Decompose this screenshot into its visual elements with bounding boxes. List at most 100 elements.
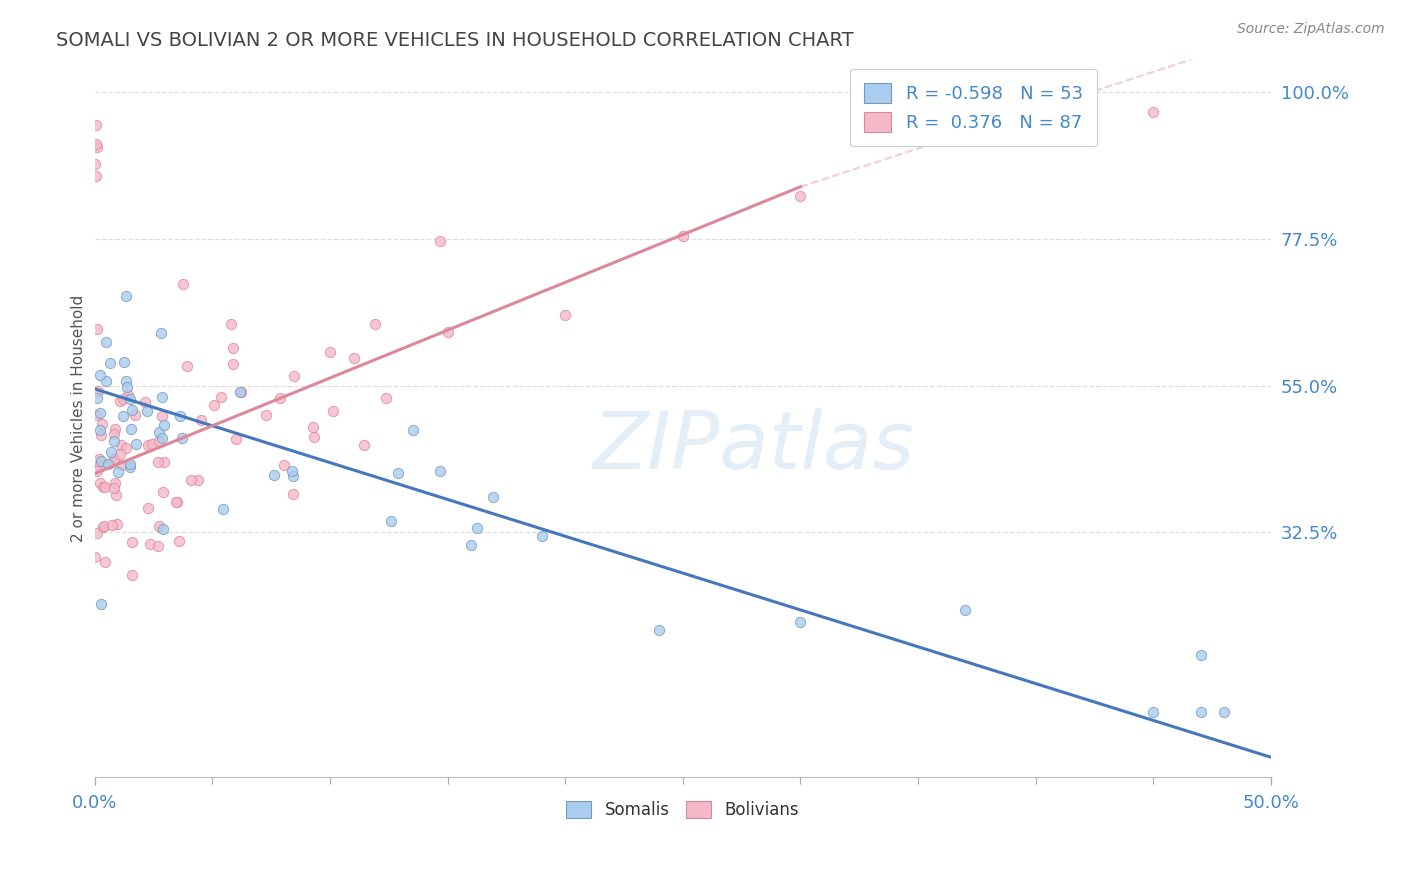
Text: ZIPatlas: ZIPatlas <box>592 408 914 486</box>
Point <box>121 568 143 582</box>
Point <box>112 409 135 423</box>
Point <box>110 447 132 461</box>
Point <box>84 169 107 183</box>
Point <box>86 408 108 422</box>
Point <box>105 488 128 502</box>
Point <box>283 487 305 501</box>
Point <box>1142 705 1164 719</box>
Point <box>364 317 387 331</box>
Point <box>115 380 138 394</box>
Point <box>273 458 295 473</box>
Point <box>115 289 138 303</box>
Point <box>148 434 170 448</box>
Point <box>148 519 170 533</box>
Point <box>153 417 176 432</box>
Point <box>150 431 173 445</box>
Point <box>100 455 122 469</box>
Point <box>146 455 169 469</box>
Point <box>429 464 451 478</box>
Point <box>103 434 125 448</box>
Point <box>101 518 124 533</box>
Point <box>153 455 176 469</box>
Point <box>89 423 111 437</box>
Point <box>150 390 173 404</box>
Point <box>212 502 235 516</box>
Point <box>107 465 129 479</box>
Point <box>103 426 125 441</box>
Point <box>117 388 139 402</box>
Point <box>187 473 209 487</box>
Point <box>121 403 143 417</box>
Point <box>167 533 190 548</box>
Point <box>152 484 174 499</box>
Point <box>115 442 138 456</box>
Point <box>124 408 146 422</box>
Point <box>1142 104 1164 119</box>
Point <box>148 425 170 439</box>
Point <box>1213 705 1236 719</box>
Point <box>84 549 107 564</box>
Point <box>180 473 202 487</box>
Point <box>120 392 142 406</box>
Point <box>322 404 344 418</box>
Point <box>202 398 225 412</box>
Point <box>166 495 188 509</box>
Point <box>90 597 112 611</box>
Point <box>353 438 375 452</box>
Point <box>283 369 305 384</box>
Point <box>165 494 187 508</box>
Point <box>225 432 247 446</box>
Point <box>530 528 553 542</box>
Point <box>89 368 111 383</box>
Point <box>90 427 112 442</box>
Point <box>229 384 252 399</box>
Point <box>648 623 671 637</box>
Point <box>387 467 409 481</box>
Point <box>402 423 425 437</box>
Point <box>84 136 107 151</box>
Point <box>172 277 194 291</box>
Legend: Somalis, Bolivians: Somalis, Bolivians <box>560 795 806 826</box>
Point <box>98 356 121 370</box>
Point <box>190 413 212 427</box>
Point <box>209 390 232 404</box>
Point <box>134 395 156 409</box>
Point <box>91 480 114 494</box>
Point <box>118 457 141 471</box>
Point <box>124 437 146 451</box>
Point <box>302 430 325 444</box>
Point <box>141 436 163 450</box>
Point <box>100 445 122 459</box>
Point <box>120 422 142 436</box>
Point <box>380 514 402 528</box>
Point <box>94 480 117 494</box>
Point <box>436 326 458 340</box>
Point <box>111 392 134 407</box>
Point <box>254 409 277 423</box>
Point <box>104 476 127 491</box>
Point <box>112 354 135 368</box>
Point <box>105 516 128 531</box>
Point <box>460 538 482 552</box>
Point <box>150 409 173 424</box>
Point <box>87 452 110 467</box>
Point <box>554 308 576 322</box>
Point <box>672 229 695 244</box>
Point <box>152 522 174 536</box>
Point <box>1189 705 1212 719</box>
Point <box>91 520 114 534</box>
Point <box>302 420 325 434</box>
Point <box>86 140 108 154</box>
Y-axis label: 2 or more Vehicles in Household: 2 or more Vehicles in Household <box>72 294 86 541</box>
Point <box>343 351 366 366</box>
Point <box>375 391 398 405</box>
Point <box>86 322 108 336</box>
Point <box>263 468 285 483</box>
Point <box>136 438 159 452</box>
Point <box>907 128 929 142</box>
Point <box>319 344 342 359</box>
Point <box>89 406 111 420</box>
Point <box>465 521 488 535</box>
Point <box>222 357 245 371</box>
Point <box>96 334 118 349</box>
